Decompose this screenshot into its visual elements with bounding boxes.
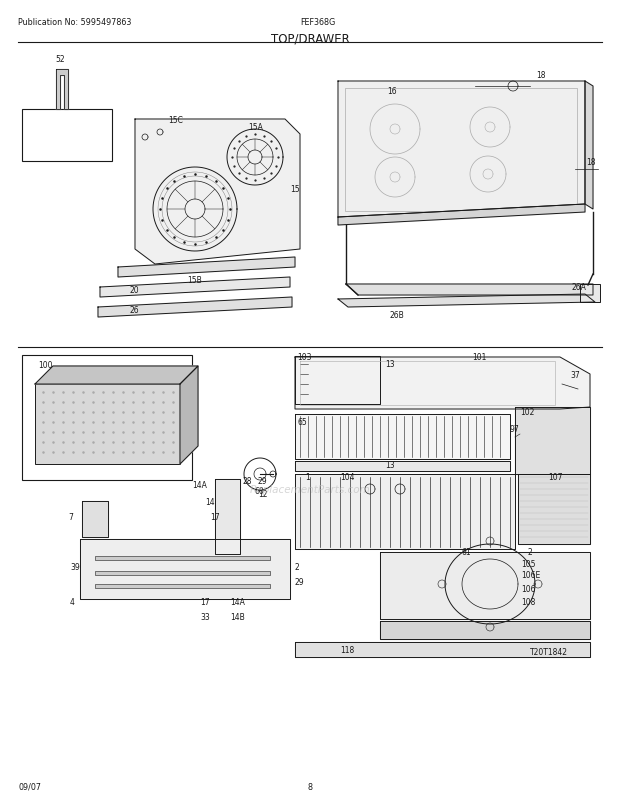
Text: 14A: 14A bbox=[192, 480, 207, 489]
Text: 108: 108 bbox=[521, 597, 536, 606]
Text: 14: 14 bbox=[205, 497, 215, 506]
Polygon shape bbox=[338, 82, 585, 217]
Polygon shape bbox=[338, 294, 595, 308]
Text: 61: 61 bbox=[462, 547, 472, 557]
Text: 15: 15 bbox=[290, 184, 299, 194]
Text: 13: 13 bbox=[385, 460, 395, 469]
Text: 39: 39 bbox=[70, 562, 80, 571]
Text: 100: 100 bbox=[38, 361, 53, 370]
Polygon shape bbox=[295, 415, 510, 460]
Text: 18: 18 bbox=[536, 71, 546, 80]
Text: ReplacementParts.com: ReplacementParts.com bbox=[250, 484, 370, 494]
Text: FEF368G: FEF368G bbox=[300, 18, 335, 27]
Text: 2: 2 bbox=[528, 547, 533, 557]
Polygon shape bbox=[515, 407, 590, 475]
Polygon shape bbox=[80, 539, 290, 599]
Text: 102: 102 bbox=[520, 407, 534, 416]
Text: 20: 20 bbox=[130, 286, 140, 294]
Bar bbox=[95, 571, 270, 575]
Polygon shape bbox=[295, 357, 380, 404]
Text: 17: 17 bbox=[210, 512, 219, 521]
Polygon shape bbox=[35, 367, 198, 384]
Text: T20T1842: T20T1842 bbox=[530, 647, 568, 656]
Text: 37: 37 bbox=[570, 371, 580, 379]
Text: 26: 26 bbox=[130, 306, 140, 314]
Bar bbox=[95, 557, 270, 561]
Bar bbox=[345, 89, 577, 212]
Text: 15A: 15A bbox=[248, 123, 263, 132]
Text: 1: 1 bbox=[305, 472, 310, 481]
Text: 101: 101 bbox=[472, 353, 486, 362]
Bar bbox=[35, 384, 180, 464]
Text: 103: 103 bbox=[297, 353, 311, 362]
Polygon shape bbox=[338, 205, 585, 225]
Bar bbox=[22, 110, 112, 162]
Text: 28: 28 bbox=[243, 476, 252, 485]
Text: Publication No: 5995497863: Publication No: 5995497863 bbox=[18, 18, 131, 27]
Text: 33: 33 bbox=[200, 612, 210, 622]
Polygon shape bbox=[98, 298, 292, 318]
Text: 29: 29 bbox=[295, 577, 304, 586]
Polygon shape bbox=[295, 475, 515, 549]
Text: 107: 107 bbox=[548, 472, 562, 481]
Text: 14A: 14A bbox=[230, 597, 245, 606]
Text: 18: 18 bbox=[586, 158, 595, 167]
Text: 12: 12 bbox=[258, 489, 267, 498]
Polygon shape bbox=[295, 461, 510, 472]
Text: 97: 97 bbox=[510, 424, 520, 433]
Text: 29: 29 bbox=[258, 476, 268, 485]
Polygon shape bbox=[215, 480, 240, 554]
Polygon shape bbox=[118, 257, 295, 277]
Polygon shape bbox=[585, 82, 593, 210]
Text: 09/07: 09/07 bbox=[18, 782, 41, 791]
Polygon shape bbox=[380, 622, 590, 639]
Polygon shape bbox=[135, 119, 300, 265]
Text: TOP/DRAWER: TOP/DRAWER bbox=[270, 32, 350, 45]
Bar bbox=[22, 355, 192, 480]
Text: 26B: 26B bbox=[390, 310, 405, 320]
Text: 7: 7 bbox=[68, 512, 73, 521]
Text: 60: 60 bbox=[255, 486, 265, 496]
Polygon shape bbox=[295, 642, 590, 657]
Polygon shape bbox=[82, 501, 108, 537]
Text: 17: 17 bbox=[200, 597, 210, 606]
Text: 106: 106 bbox=[521, 585, 536, 593]
Text: 118: 118 bbox=[340, 645, 354, 654]
Polygon shape bbox=[346, 285, 593, 296]
Text: 13: 13 bbox=[385, 359, 395, 369]
Text: 16: 16 bbox=[387, 87, 397, 96]
Bar bbox=[580, 285, 600, 302]
Text: 104: 104 bbox=[340, 472, 355, 481]
Polygon shape bbox=[180, 367, 198, 464]
Polygon shape bbox=[295, 358, 590, 410]
Text: 14B: 14B bbox=[230, 612, 245, 622]
Polygon shape bbox=[56, 70, 68, 110]
Text: 52: 52 bbox=[55, 55, 65, 64]
Polygon shape bbox=[100, 277, 290, 298]
Text: 2: 2 bbox=[295, 562, 299, 571]
Text: 105: 105 bbox=[521, 559, 536, 569]
Text: 15B: 15B bbox=[188, 276, 202, 285]
Text: 4: 4 bbox=[70, 597, 75, 606]
Text: 15C: 15C bbox=[168, 115, 183, 125]
Text: 65: 65 bbox=[298, 418, 308, 427]
Polygon shape bbox=[518, 475, 590, 545]
Text: 26A: 26A bbox=[572, 282, 587, 292]
Polygon shape bbox=[380, 553, 590, 619]
Bar bbox=[95, 585, 270, 588]
Text: 106E: 106E bbox=[521, 570, 540, 579]
Text: 8: 8 bbox=[308, 782, 312, 791]
